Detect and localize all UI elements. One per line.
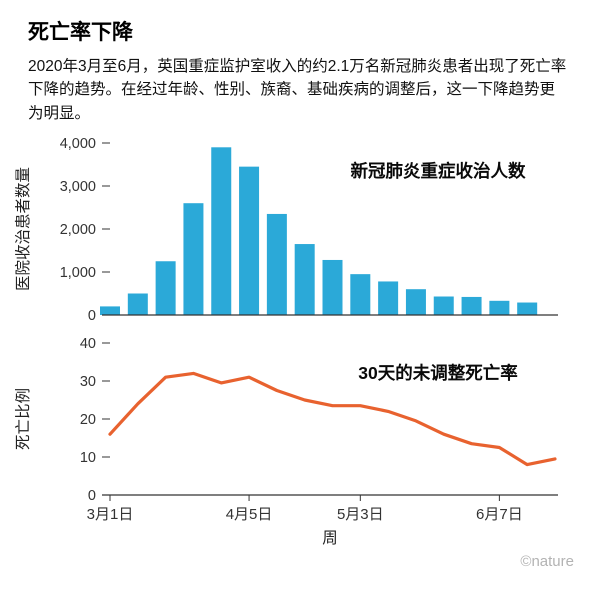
- admissions-bar: [127, 293, 148, 315]
- admissions-bar: [405, 288, 426, 315]
- bar-chart: 0 1,000 2,000 3,000 4,000 新冠肺炎重症收治人数 医院收治患者数量: [13, 136, 558, 324]
- line-y-axis-title: 死亡比例: [14, 388, 32, 450]
- admissions-bar: [211, 147, 232, 315]
- y-tick-label: 3,000: [60, 179, 96, 195]
- line-series-label: 30天的未调整死亡率: [358, 363, 517, 383]
- admissions-bar: [183, 202, 204, 315]
- admissions-bar: [461, 296, 482, 315]
- admissions-bar: [239, 166, 260, 315]
- admissions-bar: [517, 302, 538, 315]
- y-tick-label: 4,000: [60, 136, 96, 152]
- y-tick-label: 0: [88, 308, 96, 324]
- mortality-line: [108, 371, 557, 466]
- admissions-bar: [433, 296, 454, 315]
- y-tick-label: 20: [80, 412, 96, 428]
- admissions-bar: [489, 300, 510, 315]
- y-tick-label: 1,000: [60, 265, 96, 281]
- x-axis-title: 周: [322, 530, 338, 547]
- admissions-bar: [155, 261, 176, 315]
- figure-title: 死亡率下降: [28, 21, 133, 44]
- y-tick-label: 30: [80, 374, 96, 390]
- admissions-bar: [294, 243, 315, 315]
- admissions-bar: [322, 259, 343, 315]
- x-tick-label: 4月5日: [226, 506, 273, 523]
- admissions-bar: [266, 213, 287, 315]
- y-tick-label: 2,000: [60, 222, 96, 238]
- admissions-bar: [350, 273, 371, 315]
- y-tick-label: 0: [88, 488, 96, 504]
- y-tick-label: 40: [80, 336, 96, 352]
- x-tick-label: 6月7日: [476, 506, 523, 523]
- x-tick-label: 5月3日: [337, 506, 384, 523]
- source-credit: ©nature: [520, 552, 574, 570]
- bar-series-label: 新冠肺炎重症收治人数: [351, 161, 526, 181]
- figure-description: 2020年3月至6月，英国重症监护室收入的约2.1万名新冠肺炎患者出现了死亡率下…: [28, 58, 567, 122]
- bar-y-axis-title: 医院收治患者数量: [13, 167, 32, 291]
- admissions-bar: [378, 281, 399, 315]
- y-tick-label: 10: [80, 450, 96, 466]
- admissions-bar: [100, 306, 120, 315]
- x-tick-label: 3月1日: [87, 506, 134, 523]
